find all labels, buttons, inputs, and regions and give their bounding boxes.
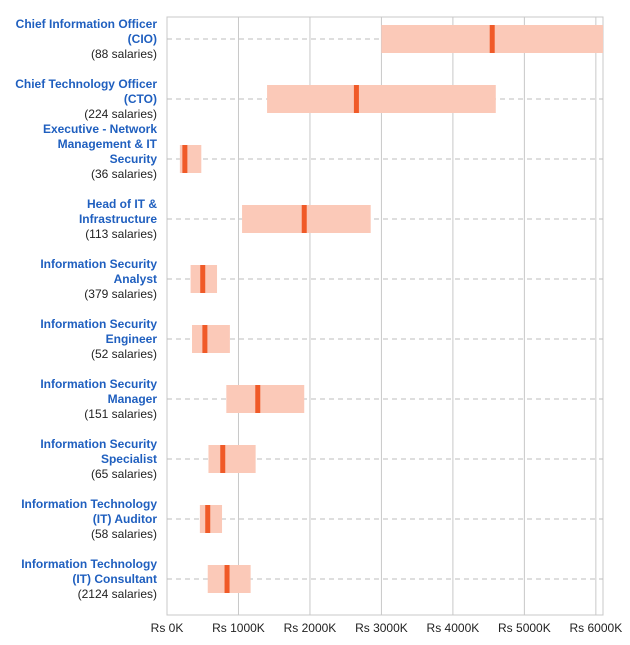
salary-count-label: (151 salaries) — [84, 407, 157, 421]
salary-count-label: (379 salaries) — [84, 287, 157, 301]
salary-count-label: (52 salaries) — [91, 347, 157, 361]
job-rows: Chief Information Officer(CIO)(88 salari… — [15, 17, 603, 601]
x-tick-label: Rs 1000K — [212, 621, 265, 635]
job-title-line[interactable]: Information Security — [40, 257, 157, 271]
median-marker — [489, 25, 495, 53]
job-row: Chief Information Officer(CIO)(88 salari… — [16, 17, 603, 61]
x-tick-label: Rs 0K — [151, 621, 184, 635]
x-tick-label: Rs 3000K — [355, 621, 408, 635]
job-title-line[interactable]: Chief Information Officer — [16, 17, 158, 31]
median-marker — [224, 565, 230, 593]
job-title-line[interactable]: (CTO) — [124, 92, 157, 106]
salary-range-bar — [199, 505, 223, 533]
job-title-line[interactable]: Engineer — [106, 332, 158, 346]
job-row: Head of IT &Infrastructure(113 salaries) — [79, 197, 603, 241]
salary-range-bar — [192, 325, 230, 353]
job-title-line[interactable]: Chief Technology Officer — [15, 77, 157, 91]
median-marker — [205, 505, 211, 533]
x-tick-label: Rs 4000K — [427, 621, 480, 635]
x-axis-ticks: Rs 0K Rs 1000K Rs 2000K Rs 3000K Rs 4000K Rs … — [151, 621, 623, 635]
median-marker — [353, 85, 359, 113]
job-title-line[interactable]: Security — [110, 152, 158, 166]
job-title-line[interactable]: Manager — [108, 392, 158, 406]
job-title-line[interactable]: Infrastructure — [79, 212, 157, 226]
median-marker — [200, 265, 206, 293]
job-title-line[interactable]: Information Security — [40, 317, 157, 331]
job-title-line[interactable]: Information Security — [40, 437, 157, 451]
salary-count-label: (224 salaries) — [84, 107, 157, 121]
job-title-line[interactable]: Executive - Network — [43, 122, 157, 136]
vertical-gridlines — [237, 17, 597, 615]
salary-count-label: (88 salaries) — [91, 47, 157, 61]
job-row: Information Technology(IT) Auditor(58 sa… — [21, 497, 603, 541]
x-tick-label: Rs 2000K — [284, 621, 337, 635]
plot-frame — [166, 16, 604, 616]
job-title-line[interactable]: Head of IT & — [87, 197, 157, 211]
salary-range-bar — [226, 385, 305, 413]
salary-count-label: (65 salaries) — [91, 467, 157, 481]
job-title-line[interactable]: (CIO) — [128, 32, 157, 46]
job-title-line[interactable]: Information Technology — [21, 497, 157, 511]
job-row: Information Technology(IT) Consultant(21… — [21, 557, 603, 601]
median-marker — [182, 145, 188, 173]
salary-count-label: (58 salaries) — [91, 527, 157, 541]
x-tick-label: Rs 6000K — [570, 621, 623, 635]
salary-range-bar — [267, 85, 496, 113]
job-title-line[interactable]: Management & IT — [58, 137, 158, 151]
job-title-line[interactable]: Analyst — [114, 272, 157, 286]
median-marker — [220, 445, 226, 473]
salary-range-bar — [208, 445, 256, 473]
median-marker — [202, 325, 208, 353]
job-title-line[interactable]: (IT) Auditor — [93, 512, 158, 526]
salary-count-label: (36 salaries) — [91, 167, 157, 181]
job-row: Chief Technology Officer(CTO)(224 salari… — [15, 77, 603, 121]
job-title-line[interactable]: Information Security — [40, 377, 157, 391]
salary-count-label: (2124 salaries) — [78, 587, 157, 601]
job-title-line[interactable]: Specialist — [101, 452, 157, 466]
x-tick-label: Rs 5000K — [498, 621, 551, 635]
median-marker — [255, 385, 261, 413]
job-title-line[interactable]: (IT) Consultant — [72, 572, 157, 586]
median-marker — [301, 205, 307, 233]
salary-count-label: (113 salaries) — [85, 227, 157, 241]
job-title-line[interactable]: Information Technology — [21, 557, 157, 571]
